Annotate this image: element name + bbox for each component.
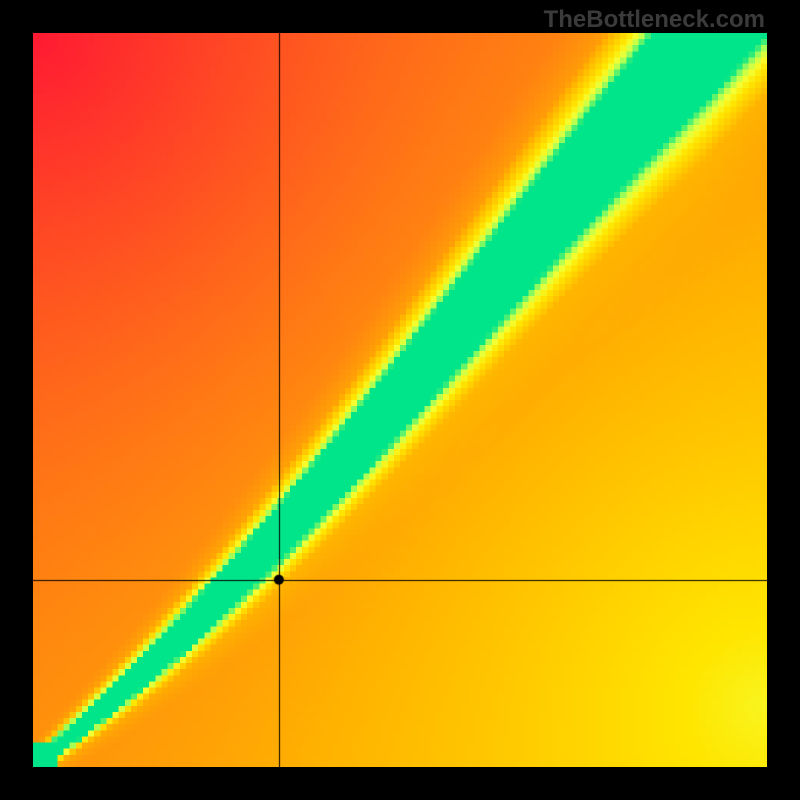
chart-container: TheBottleneck.com xyxy=(0,0,800,800)
watermark-text: TheBottleneck.com xyxy=(544,6,765,34)
crosshair-overlay xyxy=(33,33,767,767)
